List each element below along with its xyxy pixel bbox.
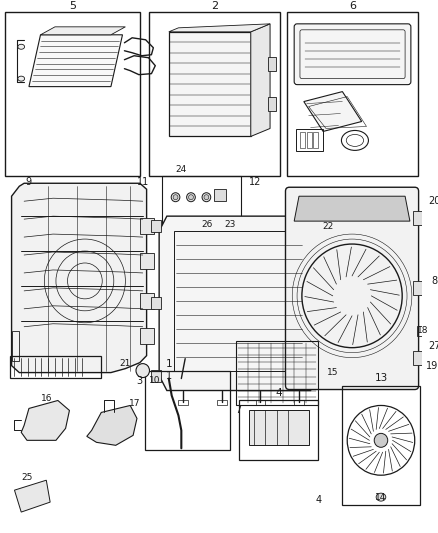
Bar (152, 297, 161, 309)
Bar (217, 400, 226, 406)
Text: 2: 2 (211, 1, 218, 11)
Text: 1: 1 (166, 359, 172, 369)
Text: 5: 5 (69, 1, 76, 11)
Text: 3: 3 (137, 376, 143, 385)
Text: 1: 1 (166, 370, 172, 381)
Text: 26: 26 (201, 220, 213, 229)
Ellipse shape (204, 195, 209, 200)
Text: 12: 12 (249, 177, 262, 187)
Bar (173, 231, 304, 370)
Text: 19: 19 (426, 361, 438, 370)
Bar (249, 410, 309, 445)
Polygon shape (29, 35, 123, 87)
FancyBboxPatch shape (286, 187, 419, 390)
Bar (268, 96, 276, 110)
Bar (5, 12, 140, 176)
Bar (140, 253, 154, 269)
Bar (417, 326, 426, 336)
Text: 7: 7 (235, 406, 241, 415)
Bar (162, 176, 241, 228)
Text: 14: 14 (375, 492, 387, 502)
Bar (140, 328, 154, 344)
Bar (343, 385, 420, 505)
Bar (287, 12, 417, 176)
Polygon shape (87, 406, 137, 445)
Bar (10, 356, 101, 377)
Polygon shape (251, 24, 270, 136)
Bar (140, 218, 154, 234)
Text: 4: 4 (315, 495, 321, 505)
Text: 15: 15 (327, 368, 339, 377)
Bar (300, 132, 305, 148)
Text: 18: 18 (417, 326, 428, 335)
Bar (268, 56, 276, 71)
Bar (152, 369, 161, 382)
Bar (145, 370, 230, 450)
Polygon shape (11, 183, 147, 373)
Bar (307, 132, 311, 148)
Text: 23: 23 (224, 220, 235, 229)
Text: 22: 22 (322, 222, 334, 231)
Bar (149, 12, 280, 176)
Ellipse shape (202, 193, 211, 201)
Bar (294, 400, 304, 406)
Bar (178, 400, 188, 406)
Ellipse shape (18, 44, 25, 49)
Text: 17: 17 (129, 399, 141, 408)
Bar (237, 341, 318, 406)
Bar (152, 220, 161, 232)
Text: 9: 9 (26, 177, 32, 187)
Text: 13: 13 (374, 373, 388, 383)
Bar (314, 132, 318, 148)
Ellipse shape (374, 433, 388, 447)
FancyBboxPatch shape (294, 24, 411, 85)
Ellipse shape (136, 364, 149, 377)
Text: 4: 4 (276, 387, 282, 398)
Bar (256, 400, 265, 406)
Ellipse shape (189, 195, 194, 200)
Bar (239, 400, 318, 461)
Polygon shape (159, 216, 318, 391)
Bar (214, 189, 226, 201)
Polygon shape (14, 480, 50, 512)
Text: 8: 8 (431, 276, 437, 286)
Text: 6: 6 (349, 1, 356, 11)
Bar (413, 351, 424, 365)
Polygon shape (294, 196, 410, 221)
Bar (140, 293, 154, 309)
Text: 27: 27 (428, 341, 438, 351)
Ellipse shape (171, 193, 180, 201)
Polygon shape (40, 27, 125, 35)
Bar (11, 331, 19, 361)
Text: 20: 20 (428, 196, 438, 206)
Ellipse shape (187, 193, 195, 201)
Text: 21: 21 (120, 359, 131, 368)
Bar (413, 211, 424, 225)
Ellipse shape (18, 76, 25, 81)
Polygon shape (304, 92, 362, 132)
Ellipse shape (376, 493, 386, 501)
Polygon shape (169, 24, 270, 32)
Text: 25: 25 (21, 473, 33, 482)
Text: 24: 24 (176, 165, 187, 174)
Text: 16: 16 (41, 394, 52, 403)
Polygon shape (169, 32, 251, 136)
Ellipse shape (173, 195, 178, 200)
Text: 10: 10 (148, 376, 160, 385)
Text: 11: 11 (137, 177, 149, 187)
Polygon shape (21, 400, 70, 440)
Bar (296, 130, 323, 151)
Bar (413, 281, 424, 295)
